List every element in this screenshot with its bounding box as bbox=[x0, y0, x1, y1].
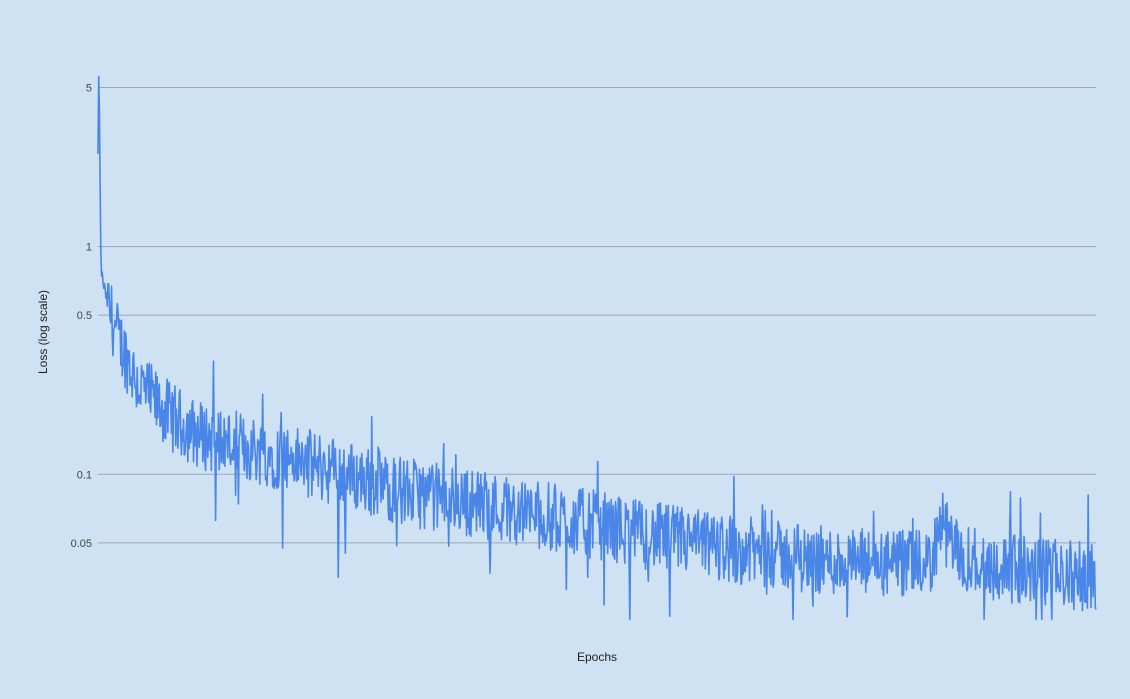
x-axis-title: Epochs bbox=[577, 650, 617, 664]
y-tick-label: 0.1 bbox=[77, 469, 92, 481]
y-tick-label: 1 bbox=[86, 242, 92, 254]
y-tick-label: 0.05 bbox=[71, 538, 92, 550]
y-tick-label: 0.5 bbox=[77, 310, 92, 322]
gridlines bbox=[98, 86, 1096, 544]
y-axis-ticks: 5 1 0.5 0.1 0.05 bbox=[71, 82, 92, 549]
loss-series-line bbox=[97, 75, 1097, 620]
plot-area bbox=[97, 75, 1097, 620]
y-tick-label: 5 bbox=[86, 82, 92, 94]
y-axis-title: Loss (log scale) bbox=[36, 290, 50, 374]
